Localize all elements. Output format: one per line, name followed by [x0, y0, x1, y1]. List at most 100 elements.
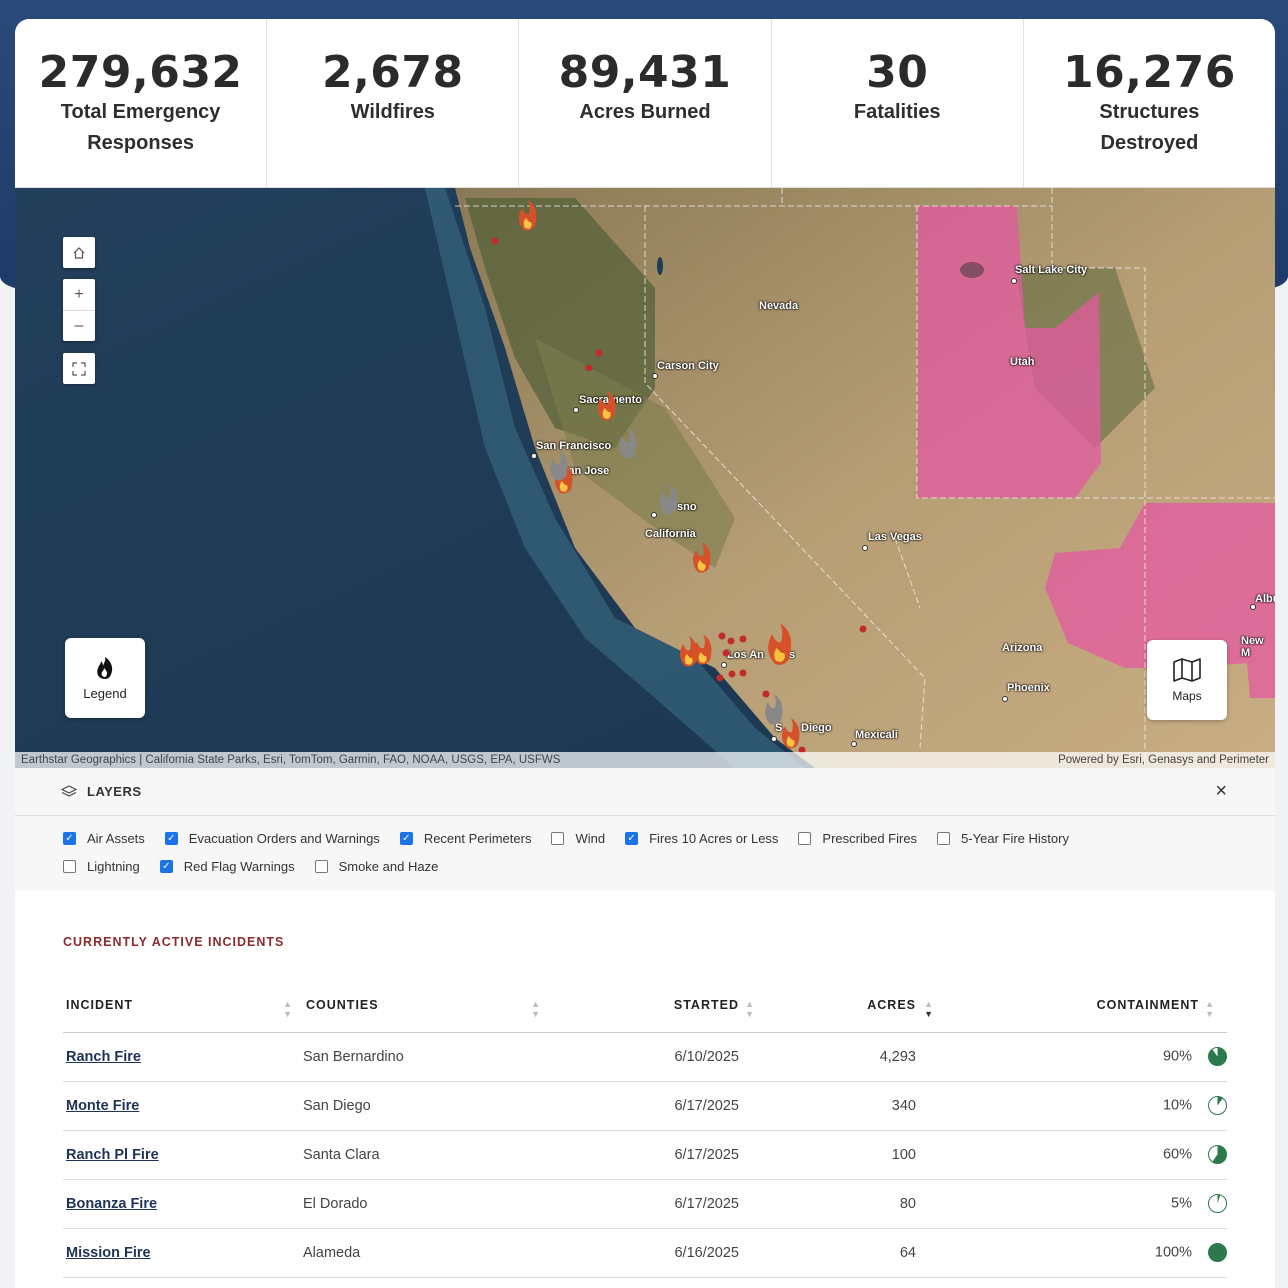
- layer-lightning[interactable]: Lightning: [63, 852, 140, 880]
- containment-value: 60%: [1162, 1146, 1192, 1163]
- city-label-carson-city: Carson City: [657, 360, 719, 372]
- containment-pie-icon: [1208, 1096, 1227, 1115]
- layer-red-flag-warnings[interactable]: ✓ Red Flag Warnings: [159, 852, 295, 880]
- sort-descending-icon[interactable]: ▲ ▼: [924, 999, 934, 1019]
- layer-smoke-and-haze[interactable]: Smoke and Haze: [314, 852, 439, 880]
- table-row: Bonanza Fire El Dorado 6/17/2025 80 5%: [63, 1179, 1227, 1229]
- column-label: CONTAINMENT: [1096, 998, 1199, 1013]
- checkbox[interactable]: [551, 831, 565, 845]
- sort-icon[interactable]: ▲ ▼: [1205, 999, 1215, 1019]
- column-header-containment[interactable]: CONTAINMENT ▲ ▼: [942, 979, 1227, 1033]
- stat-total-emergency-responses: 279,632 Total Emergency Responses: [15, 19, 268, 187]
- checkbox[interactable]: [63, 859, 76, 873]
- home-button[interactable]: [63, 237, 95, 268]
- checkbox[interactable]: ✓: [625, 831, 639, 845]
- layers-title: LAYERS: [87, 784, 142, 799]
- layer-wind[interactable]: Wind: [551, 824, 605, 852]
- stat-label: Acres Burned: [579, 101, 711, 123]
- zoom-out-button[interactable]: –: [63, 310, 95, 341]
- attribution-powered-by[interactable]: Powered by Esri, Genasys and Perimeter: [1058, 754, 1269, 766]
- legend-button[interactable]: Legend: [65, 638, 145, 718]
- containment-cell: 100%: [942, 1228, 1227, 1278]
- checkbox[interactable]: [314, 859, 328, 873]
- stat-structures-destroyed: 16,276 Structures Destroyed: [1024, 19, 1275, 187]
- region-label-arizona: Arizona: [1002, 642, 1043, 654]
- incident-link[interactable]: Ranch Pl Fire: [66, 1146, 159, 1163]
- column-header-acres[interactable]: ACRES ▲ ▼: [767, 979, 942, 1033]
- incident-link[interactable]: Ranch Fire: [66, 1048, 141, 1065]
- layer-5-year-fire-history[interactable]: 5-Year Fire History: [937, 824, 1069, 852]
- maps-button[interactable]: Maps: [1147, 640, 1227, 720]
- containment-value: 10%: [1162, 1097, 1192, 1114]
- column-header-started[interactable]: STARTED ▲ ▼: [543, 979, 767, 1033]
- started-cell: 6/17/2025: [543, 1179, 767, 1229]
- incidents-title: CURRENTLY ACTIVE INCIDENTS: [63, 935, 285, 949]
- layer-air-assets[interactable]: ✓ Air Assets: [63, 824, 145, 852]
- city-marker: [573, 407, 579, 413]
- fullscreen-icon[interactable]: [63, 353, 95, 384]
- city-label-salt-lake-city: Salt Lake City: [1015, 264, 1088, 276]
- maps-label: Maps: [1172, 689, 1202, 703]
- city-label-fresno: sno: [677, 501, 697, 513]
- started-cell: 6/16/2025: [543, 1228, 767, 1278]
- city-label-los-angeles-tail: s: [789, 649, 796, 661]
- column-header-counties[interactable]: COUNTIES ▲ ▼: [303, 979, 543, 1033]
- checkbox[interactable]: [937, 831, 951, 845]
- close-icon[interactable]: ×: [1215, 780, 1227, 802]
- incidents-table: INCIDENT ▲ ▼ COUNTIES ▲ ▼ STARTED ▲ ▼ ACRES ▲ ▼ …: [63, 979, 1227, 1278]
- zoom-in-button[interactable]: +: [74, 285, 84, 303]
- layers-header: LAYERS ×: [15, 768, 1275, 816]
- table-row: Ranch Fire San Bernardino 6/10/2025 4,29…: [63, 1032, 1227, 1082]
- stat-value: 16,276: [1063, 47, 1236, 98]
- checkbox[interactable]: ✓: [63, 831, 76, 845]
- city-label-los-angeles: Los An: [727, 649, 764, 661]
- sort-icon[interactable]: ▲ ▼: [283, 999, 293, 1019]
- city-marker: [531, 453, 537, 459]
- county-cell: El Dorado: [303, 1179, 543, 1229]
- region-label-utah: Utah: [1010, 356, 1035, 368]
- city-marker: [651, 512, 657, 518]
- layer-prescribed-fires[interactable]: Prescribed Fires: [798, 824, 917, 852]
- incident-cell: Mission Fire: [63, 1228, 303, 1278]
- layers-panel: LAYERS × ✓ Air Assets ✓ Evacuation Orders …: [15, 768, 1275, 891]
- layer-label: Smoke and Haze: [338, 858, 439, 874]
- checkbox[interactable]: [798, 831, 812, 845]
- checkbox[interactable]: ✓: [399, 831, 413, 845]
- city-label-san-diego-b: Diego: [801, 722, 832, 734]
- home-icon[interactable]: [63, 237, 95, 268]
- incident-link[interactable]: Monte Fire: [66, 1097, 140, 1114]
- stat-label: Wildfires: [350, 101, 435, 123]
- containment-value: 90%: [1162, 1048, 1192, 1065]
- layer-label: Lightning: [87, 858, 140, 874]
- stat-wildfires: 2,678 Wildfires: [267, 19, 520, 187]
- fullscreen-button[interactable]: [63, 353, 95, 384]
- layer-evacuation-orders[interactable]: ✓ Evacuation Orders and Warnings: [164, 824, 380, 852]
- county-cell: San Bernardino: [303, 1032, 543, 1082]
- sort-icon[interactable]: ▲ ▼: [531, 999, 541, 1019]
- incident-link[interactable]: Bonanza Fire: [66, 1195, 158, 1212]
- city-label-san-diego-a: S: [775, 722, 783, 734]
- layer-recent-perimeters[interactable]: ✓ Recent Perimeters: [399, 824, 531, 852]
- checkbox[interactable]: ✓: [164, 831, 178, 845]
- column-header-incident[interactable]: INCIDENT ▲ ▼: [63, 979, 303, 1033]
- stat-value: 30: [866, 47, 929, 98]
- city-marker: [721, 662, 727, 668]
- containment-cell: 90%: [942, 1032, 1227, 1082]
- checkbox[interactable]: ✓: [159, 859, 173, 873]
- city-marker: [1011, 278, 1017, 284]
- table-row: Mission Fire Alameda 6/16/2025 64 100%: [63, 1228, 1227, 1278]
- layer-label: Evacuation Orders and Warnings: [188, 830, 380, 846]
- legend-label: Legend: [83, 685, 127, 701]
- sort-icon[interactable]: ▲ ▼: [745, 999, 755, 1019]
- map-attribution: Earthstar Geographics | California State…: [15, 752, 1275, 768]
- column-label: STARTED: [673, 998, 739, 1013]
- column-label: INCIDENT: [66, 998, 134, 1013]
- stat-value: 279,632: [38, 47, 243, 98]
- fire-map[interactable]: Salt Lake City Nevada Utah Carson City S…: [15, 188, 1275, 768]
- region-label-new-mexico: New M: [1241, 635, 1264, 659]
- stat-value: 2,678: [321, 47, 464, 98]
- layer-fires-10-acres[interactable]: ✓ Fires 10 Acres or Less: [625, 824, 778, 852]
- table-row: Ranch Pl Fire Santa Clara 6/17/2025 100 …: [63, 1130, 1227, 1180]
- city-label-san-francisco: San Francisco: [536, 440, 612, 452]
- incident-link[interactable]: Mission Fire: [66, 1244, 151, 1261]
